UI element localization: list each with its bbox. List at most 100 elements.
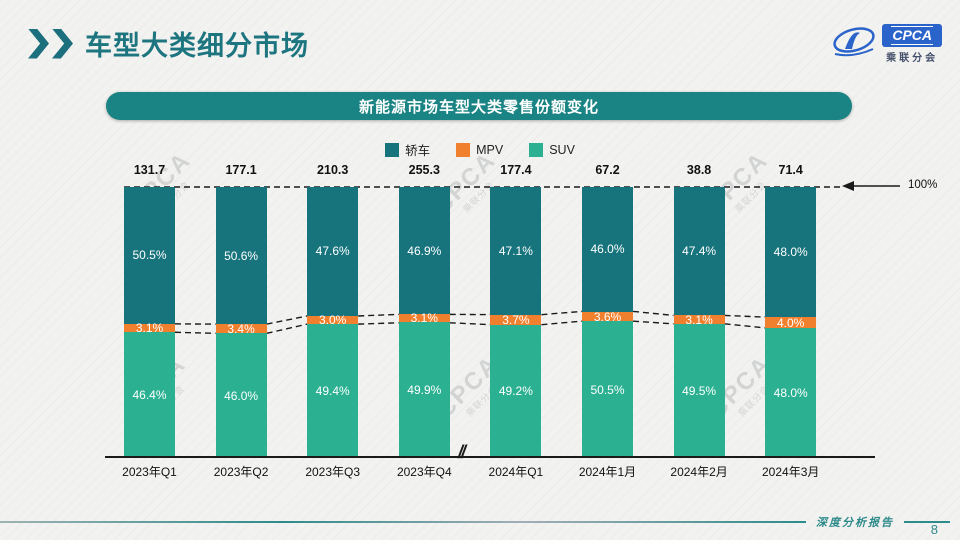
x-axis-label: 2023年Q2 bbox=[213, 465, 269, 479]
bar-segment-mpv bbox=[673, 315, 725, 324]
bar-segment-suv bbox=[765, 327, 817, 458]
segment-value-label: 46.0% bbox=[224, 388, 259, 403]
bar-segment-suv bbox=[673, 323, 725, 458]
segment-value-label: 49.2% bbox=[498, 384, 533, 399]
footer-report-label: 深度分析报告 bbox=[816, 516, 894, 529]
stacked-bar: 46.9% 3.1% 49.9% bbox=[398, 187, 450, 458]
footer-divider-line bbox=[0, 521, 806, 523]
segment-value-label: 50.5% bbox=[132, 248, 167, 263]
bar-segment-mpv bbox=[124, 323, 175, 333]
bar-segment-mpv bbox=[398, 314, 450, 323]
segment-value-label: 50.6% bbox=[224, 248, 259, 263]
stacked-bar: 47.1% 3.7% 49.2% bbox=[490, 187, 542, 458]
page-number: 8 bbox=[930, 522, 938, 537]
bar-total-label: 210.3 bbox=[317, 163, 349, 177]
legend-swatch-icon bbox=[456, 142, 471, 157]
bar-segment-sedan bbox=[124, 187, 175, 324]
segment-value-label: 3.1% bbox=[685, 312, 713, 327]
double-chevron-icon bbox=[28, 28, 73, 59]
cpca-text: CPCA bbox=[891, 26, 933, 46]
bar-total-label: 71.4 bbox=[778, 163, 803, 177]
segment-value-label: 3.6% bbox=[593, 309, 622, 324]
bar-segment-suv bbox=[124, 332, 175, 458]
x-axis-label: 2024年Q1 bbox=[488, 465, 544, 479]
cpca-logo: CPCA 乘联分会 bbox=[831, 24, 942, 64]
segment-value-label: 49.9% bbox=[407, 383, 442, 398]
stacked-bar: 50.6% 3.4% 46.0% bbox=[215, 187, 267, 458]
stacked-bar: 46.0% 3.6% 50.5% bbox=[582, 187, 633, 459]
cpca-org-name: 乘联分会 bbox=[886, 53, 939, 65]
legend-item: SUV bbox=[529, 140, 575, 159]
bar-segment-mpv bbox=[307, 315, 359, 325]
bar-segment-sedan bbox=[582, 187, 633, 312]
x-axis-label: 2024年2月 bbox=[670, 465, 728, 479]
footer-divider-line-right bbox=[904, 521, 950, 523]
bar-segment-suv bbox=[398, 322, 450, 458]
slide-header: 车型大类细分市场 bbox=[28, 24, 309, 63]
segment-value-label: 3.4% bbox=[227, 321, 255, 336]
bar-segment-sedan bbox=[490, 187, 542, 315]
segment-value-label: 46.9% bbox=[407, 243, 442, 258]
bar-segment-sedan bbox=[765, 187, 817, 318]
segment-value-label: 48.0% bbox=[773, 385, 808, 400]
bar-total-label: 255.3 bbox=[408, 163, 440, 177]
bar-segment-mpv bbox=[490, 314, 542, 325]
segment-value-label: 3.1% bbox=[135, 321, 164, 336]
segment-value-label: 50.5% bbox=[590, 382, 625, 397]
segment-value-label: 3.7% bbox=[502, 312, 530, 327]
bar-segment-sedan bbox=[215, 187, 267, 325]
legend-item: MPV bbox=[456, 140, 503, 159]
bar-segment-mpv bbox=[765, 317, 817, 328]
segment-value-label: 46.4% bbox=[132, 388, 167, 403]
legend-item: 轿车 bbox=[385, 140, 430, 159]
bar-total-label: 67.2 bbox=[595, 163, 620, 177]
segment-value-label: 47.6% bbox=[315, 244, 350, 259]
bar-segment-sedan bbox=[398, 187, 450, 315]
hundred-percent-label: 100% bbox=[908, 179, 938, 191]
stacked-bar: 48.0% 4.0% 48.0% bbox=[765, 187, 817, 458]
segment-value-label: 48.0% bbox=[773, 245, 808, 260]
chart-legend: 轿车 MPV SUV bbox=[0, 140, 960, 159]
chart-banner-title: 新能源市场车型大类零售份额变化 bbox=[106, 92, 852, 120]
segment-value-label: 47.1% bbox=[498, 243, 533, 258]
segment-value-label: 3.0% bbox=[319, 313, 347, 328]
segment-value-label: 46.0% bbox=[590, 242, 625, 257]
cpca-oval-icon bbox=[833, 27, 876, 57]
page-title: 车型大类细分市场 bbox=[85, 31, 309, 61]
cpca-badge: CPCA bbox=[882, 24, 942, 48]
x-axis-label: 2024年1月 bbox=[578, 465, 637, 479]
x-axis-label: 2023年Q3 bbox=[305, 465, 361, 479]
segment-value-label: 49.5% bbox=[682, 383, 717, 398]
legend-swatch-icon bbox=[529, 142, 544, 157]
legend-label: SUV bbox=[549, 142, 575, 157]
legend-swatch-icon bbox=[385, 142, 400, 157]
bar-segment-suv bbox=[490, 324, 542, 458]
bar-segment-mpv bbox=[215, 324, 267, 334]
axis-break-mark: // bbox=[458, 442, 466, 462]
left-arrow-icon bbox=[842, 181, 854, 191]
x-axis-line bbox=[105, 456, 875, 458]
bar-segment-suv bbox=[215, 333, 267, 458]
bar-total-label: 38.8 bbox=[686, 163, 712, 177]
bar-segment-suv bbox=[307, 324, 359, 458]
stacked-bar: 50.5% 3.1% 46.4% bbox=[124, 187, 175, 458]
x-axis-label: 2023年Q4 bbox=[396, 465, 452, 479]
x-axis-label: 2024年3月 bbox=[762, 465, 820, 479]
x-axis-label: 2023年Q1 bbox=[122, 465, 177, 479]
bar-segment-sedan bbox=[673, 187, 725, 316]
bar-total-label: 131.7 bbox=[133, 163, 166, 177]
segment-value-label: 4.0% bbox=[777, 315, 805, 330]
legend-label: 轿车 bbox=[405, 144, 431, 158]
bar-segment-mpv bbox=[582, 311, 633, 322]
segment-value-label: 47.4% bbox=[682, 244, 717, 259]
bar-segment-suv bbox=[582, 321, 633, 459]
bar-segment-sedan bbox=[307, 187, 359, 316]
slide-footer: 深度分析报告 bbox=[0, 514, 960, 530]
bar-total-label: 177.1 bbox=[225, 163, 257, 177]
segment-value-label: 3.1% bbox=[410, 311, 438, 326]
bar-total-label: 177.4 bbox=[500, 163, 532, 177]
legend-label: MPV bbox=[476, 142, 504, 157]
